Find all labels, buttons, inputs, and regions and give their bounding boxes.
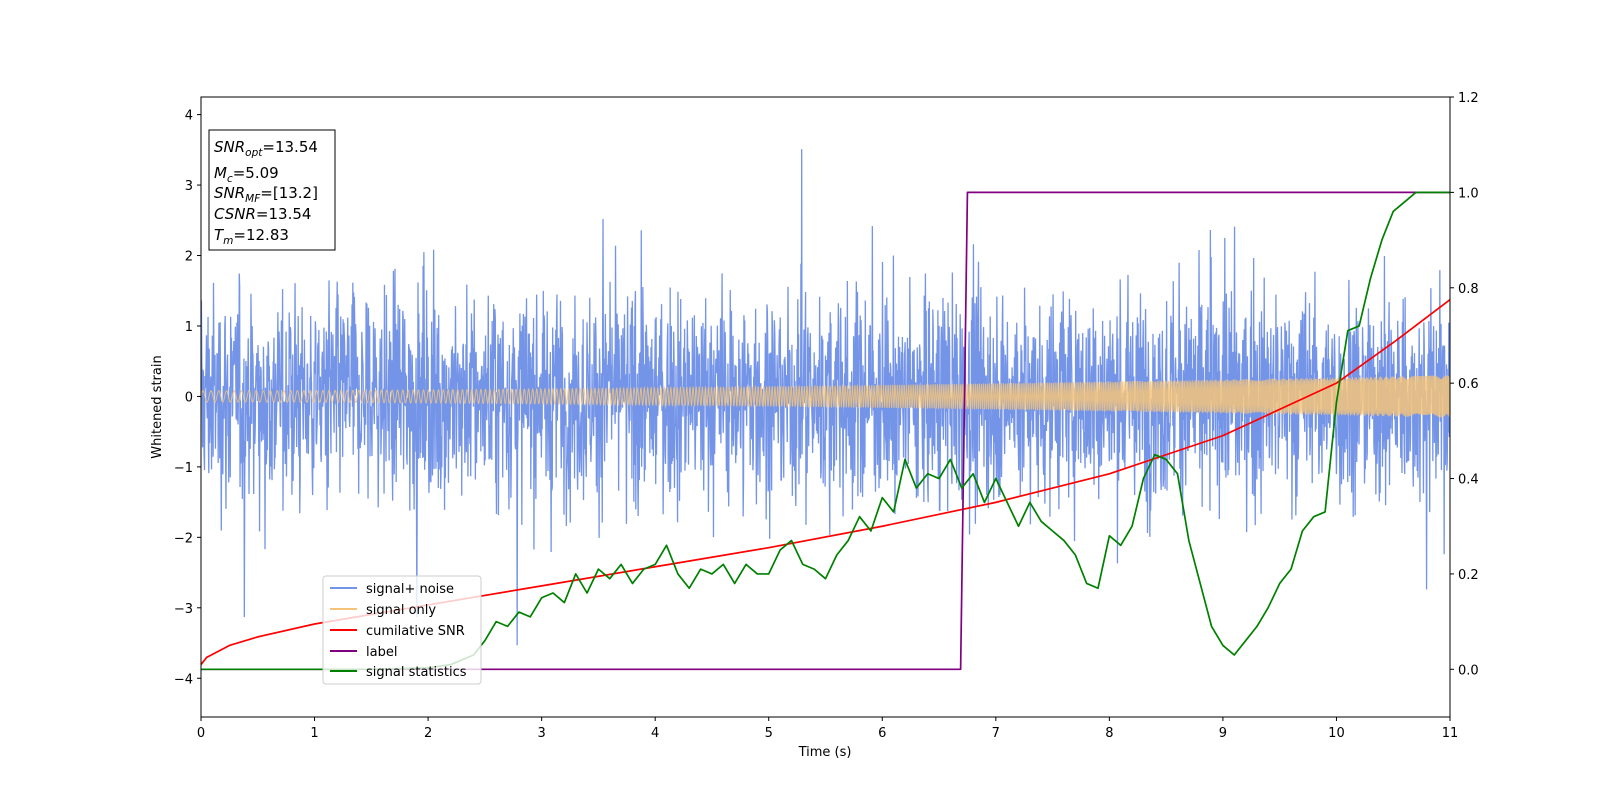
x-tick-label: 10 <box>1328 726 1345 741</box>
annotation-mc: Mc=5.09 <box>214 164 279 185</box>
y-left-tick-label: −2 <box>174 531 193 546</box>
legend-label-signal-only: signal only <box>366 603 436 618</box>
y-right-tick-label: 1.2 <box>1458 91 1479 106</box>
y-right-tick-label: 0.4 <box>1458 473 1479 488</box>
plot-frame <box>200 96 1451 718</box>
y-left-tick-label: 4 <box>185 109 193 124</box>
x-tick-label: 2 <box>424 726 432 741</box>
y-left-tick-label: 0 <box>185 390 193 405</box>
x-tick-label: 1 <box>310 726 318 741</box>
plot-area <box>201 149 1450 671</box>
series-label <box>201 191 1450 671</box>
x-axis-label: Time (s) <box>798 745 852 760</box>
y-left-tick-label: 3 <box>185 179 193 194</box>
legend-label-signal-statistics: signal statistics <box>366 665 467 680</box>
y-right-tick-label: 0.0 <box>1458 663 1479 678</box>
series-cumulative-snr <box>201 299 1450 666</box>
x-tick-label: 0 <box>197 726 205 741</box>
y-left-tick-label: −4 <box>174 672 193 687</box>
annotation-box: SNRopt=13.54 Mc=5.09 SNRMF=[13.2] CSNR=1… <box>208 129 336 251</box>
series-signal-only <box>201 375 1450 418</box>
x-tick-label: 3 <box>537 726 545 741</box>
annotation-csnr: CSNR=13.54 <box>214 205 311 223</box>
annotation-tm: Tm=12.83 <box>214 226 289 247</box>
x-tick-label: 7 <box>992 726 1000 741</box>
y-right-tick-label: 0.6 <box>1458 377 1479 392</box>
annotation-snr-opt: SNRopt=13.54 <box>214 138 318 159</box>
y-right-tick-label: 0.8 <box>1458 282 1479 297</box>
legend: signal+ noise signal only cumilative SNR… <box>322 575 482 685</box>
legend-frame <box>322 575 482 685</box>
x-tick-label: 5 <box>765 726 773 741</box>
y-axis-label: Whitened strain <box>150 355 165 458</box>
legend-label-cumulative-snr: cumilative SNR <box>366 624 465 639</box>
legend-label-label: label <box>366 645 397 660</box>
y-right-tick-label: 1.0 <box>1458 186 1479 201</box>
annotation-snr-mf: SNRMF=[13.2] <box>214 184 318 205</box>
x-tick-label: 9 <box>1219 726 1227 741</box>
y-left-tick-label: 2 <box>185 250 193 265</box>
x-tick-label: 8 <box>1105 726 1113 741</box>
y-right-tick-label: 0.2 <box>1458 568 1479 583</box>
legend-label-signal-noise: signal+ noise <box>366 582 454 597</box>
x-tick-label: 6 <box>878 726 886 741</box>
y-left-tick-label: −1 <box>174 461 193 476</box>
y-left-tick-label: −3 <box>174 602 193 617</box>
x-tick-label: 11 <box>1442 726 1459 741</box>
y-left-tick-label: 1 <box>185 320 193 335</box>
series-signal-statistics <box>201 191 1450 671</box>
axes: 0 1 2 3 4 5 6 7 8 9 10 1143210−1−2−3−41.21.00.80.60… <box>174 91 1479 741</box>
x-tick-label: 4 <box>651 726 659 741</box>
annotation-frame <box>208 129 336 251</box>
